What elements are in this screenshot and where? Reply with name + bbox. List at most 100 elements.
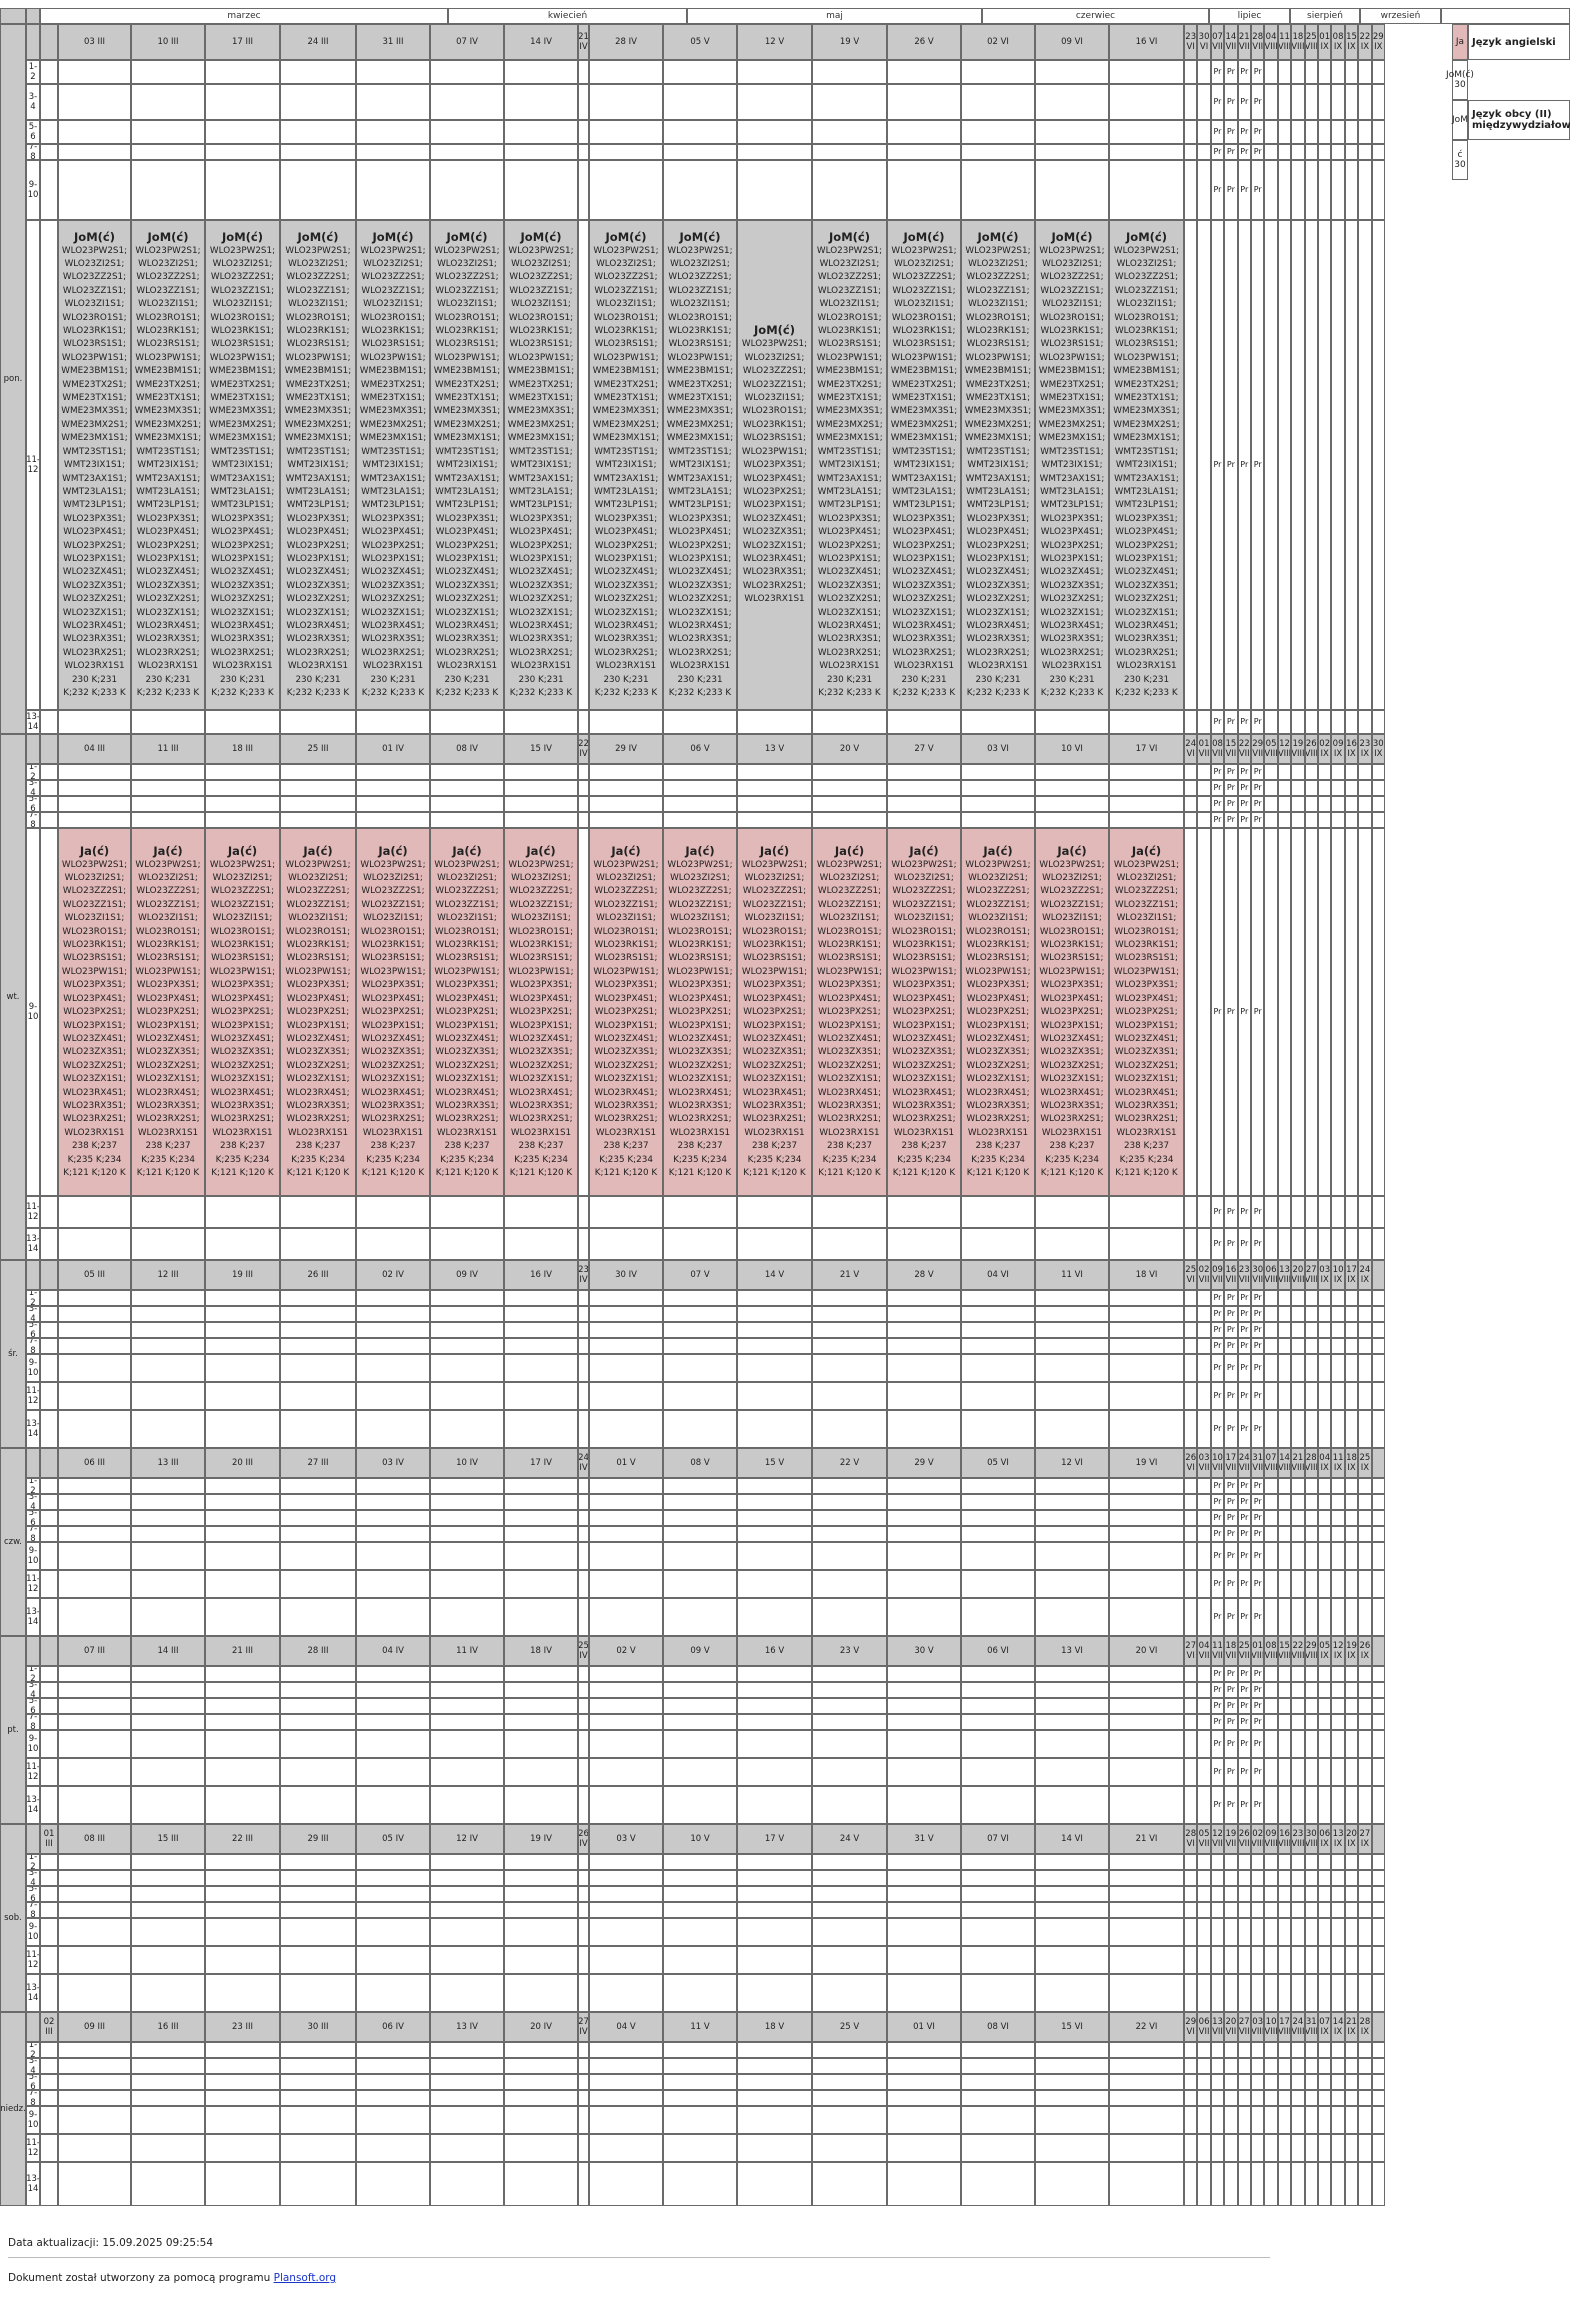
practice-cell[interactable]: Pr xyxy=(1251,144,1265,160)
slot-cell[interactable] xyxy=(578,2090,589,2106)
practice-cell[interactable]: Pr xyxy=(1237,1598,1251,1636)
summer-cell[interactable] xyxy=(1344,828,1359,1196)
summer-cell[interactable] xyxy=(1371,2106,1385,2134)
slot-cell[interactable] xyxy=(1109,1542,1184,1570)
slot-cell[interactable] xyxy=(961,1196,1035,1228)
slot-cell[interactable] xyxy=(737,160,812,220)
slot-cell[interactable] xyxy=(663,1510,737,1526)
slot-cell[interactable] xyxy=(589,1946,663,1974)
summer-cell[interactable] xyxy=(1331,60,1345,84)
slot-cell[interactable] xyxy=(131,1338,205,1354)
summer-cell[interactable] xyxy=(1291,1714,1305,1730)
slot-cell[interactable] xyxy=(589,1290,663,1306)
slot-cell[interactable] xyxy=(280,1382,356,1410)
summer-cell[interactable] xyxy=(1371,796,1385,812)
slot-cell[interactable] xyxy=(356,84,430,120)
summer-cell[interactable] xyxy=(1184,2134,1198,2162)
summer-cell[interactable] xyxy=(1358,796,1372,812)
slot-cell[interactable] xyxy=(205,1598,280,1636)
summer-cell[interactable] xyxy=(1264,1228,1278,1260)
slot-cell[interactable] xyxy=(280,1570,356,1598)
practice-cell[interactable]: Pr xyxy=(1210,1338,1225,1354)
slot-cell[interactable] xyxy=(812,2074,887,2090)
summer-cell[interactable] xyxy=(1318,812,1332,828)
summer-cell[interactable] xyxy=(1371,1542,1385,1570)
slot-cell[interactable] xyxy=(504,120,578,144)
slot-cell[interactable] xyxy=(1035,1322,1109,1338)
summer-cell[interactable] xyxy=(1358,2090,1372,2106)
summer-cell[interactable] xyxy=(1197,2074,1211,2090)
slot-cell[interactable] xyxy=(356,764,430,780)
practice-cell[interactable]: Pr xyxy=(1224,1410,1238,1448)
slot-cell[interactable] xyxy=(205,1570,280,1598)
slot-cell[interactable] xyxy=(1035,1682,1109,1698)
summer-cell[interactable] xyxy=(1291,2162,1305,2206)
summer-cell[interactable] xyxy=(1224,1886,1238,1902)
slot-cell[interactable] xyxy=(504,1228,578,1260)
summer-cell[interactable] xyxy=(1197,60,1211,84)
slot-cell[interactable] xyxy=(280,120,356,144)
slot-cell[interactable] xyxy=(663,144,737,160)
slot-cell[interactable] xyxy=(58,1854,131,1870)
practice-cell[interactable]: Pr xyxy=(1224,160,1238,220)
summer-cell[interactable] xyxy=(1304,1730,1318,1758)
summer-cell[interactable] xyxy=(1264,2106,1278,2134)
slot-cell[interactable] xyxy=(578,1228,589,1260)
slot-cell[interactable] xyxy=(737,1354,812,1382)
summer-cell[interactable] xyxy=(1210,2134,1225,2162)
summer-cell[interactable] xyxy=(1277,1886,1292,1902)
slot-cell[interactable] xyxy=(961,144,1035,160)
slot-cell[interactable] xyxy=(589,1918,663,1946)
summer-cell[interactable] xyxy=(1264,1338,1278,1354)
summer-cell[interactable] xyxy=(1331,1902,1345,1918)
slot-cell[interactable] xyxy=(1035,1354,1109,1382)
summer-cell[interactable] xyxy=(1291,1666,1305,1682)
slot-cell[interactable] xyxy=(961,84,1035,120)
practice-cell[interactable]: Pr xyxy=(1224,220,1238,710)
summer-cell[interactable] xyxy=(1184,764,1198,780)
slot-cell[interactable] xyxy=(504,1682,578,1698)
summer-cell[interactable] xyxy=(1197,1542,1211,1570)
summer-cell[interactable] xyxy=(1371,1228,1385,1260)
slot-cell[interactable] xyxy=(280,144,356,160)
slot-cell[interactable] xyxy=(58,2042,131,2058)
slot-cell[interactable] xyxy=(205,84,280,120)
summer-cell[interactable] xyxy=(1358,60,1372,84)
slot-cell[interactable] xyxy=(131,1598,205,1636)
slot-cell[interactable] xyxy=(578,1510,589,1526)
summer-cell[interactable] xyxy=(1371,1478,1385,1494)
summer-cell[interactable] xyxy=(1197,1854,1211,1870)
summer-cell[interactable] xyxy=(1344,812,1359,828)
slot-cell[interactable] xyxy=(961,1382,1035,1410)
summer-cell[interactable] xyxy=(1277,710,1292,734)
summer-cell[interactable] xyxy=(1371,1946,1385,1974)
summer-cell[interactable] xyxy=(1264,2042,1278,2058)
summer-cell[interactable] xyxy=(1264,1698,1278,1714)
slot-cell[interactable] xyxy=(589,1306,663,1322)
slot-cell[interactable] xyxy=(280,1786,356,1824)
slot-cell[interactable] xyxy=(961,160,1035,220)
summer-cell[interactable] xyxy=(1304,1290,1318,1306)
summer-cell[interactable] xyxy=(1197,1338,1211,1354)
practice-cell[interactable]: Pr xyxy=(1224,1478,1238,1494)
slot-cell[interactable] xyxy=(589,1870,663,1886)
lesson-ja[interactable]: Ja(ć) WLO23PW2S1; WLO23ZI2S1; WLO23ZZ2S1; WL… xyxy=(280,828,356,1196)
summer-cell[interactable] xyxy=(1331,1714,1345,1730)
summer-cell[interactable] xyxy=(1358,1946,1372,1974)
lesson-jom[interactable]: JoM(ć) WLO23PW2S1; WLO23ZI2S1; WLO23ZZ2S1; W… xyxy=(205,220,280,710)
slot-cell[interactable] xyxy=(280,2090,356,2106)
slot-cell[interactable] xyxy=(589,1510,663,1526)
slot-cell[interactable] xyxy=(356,2058,430,2074)
summer-cell[interactable] xyxy=(1291,1758,1305,1786)
summer-cell[interactable] xyxy=(1277,1666,1292,1682)
summer-cell[interactable] xyxy=(1277,1786,1292,1824)
summer-cell[interactable] xyxy=(1277,120,1292,144)
slot-cell[interactable] xyxy=(1035,160,1109,220)
slot-cell[interactable] xyxy=(356,2162,430,2206)
summer-cell[interactable] xyxy=(1358,812,1372,828)
summer-cell[interactable] xyxy=(1371,1510,1385,1526)
summer-cell[interactable] xyxy=(1291,1870,1305,1886)
summer-cell[interactable] xyxy=(1304,796,1318,812)
slot-cell[interactable] xyxy=(1109,1410,1184,1448)
summer-cell[interactable] xyxy=(1277,1290,1292,1306)
